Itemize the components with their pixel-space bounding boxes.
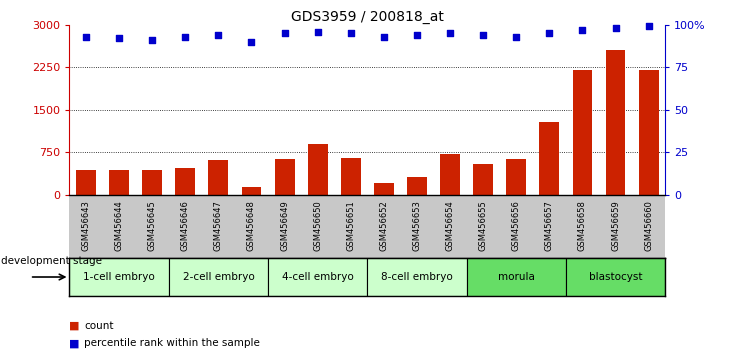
Bar bbox=[341, 159, 360, 195]
Bar bbox=[143, 170, 162, 195]
Text: GSM456653: GSM456653 bbox=[412, 200, 422, 251]
Bar bbox=[407, 177, 427, 195]
Point bbox=[213, 32, 224, 38]
Bar bbox=[76, 170, 96, 195]
Text: GSM456659: GSM456659 bbox=[611, 200, 620, 251]
Point bbox=[610, 25, 621, 31]
Text: 2-cell embryo: 2-cell embryo bbox=[183, 272, 254, 282]
Bar bbox=[109, 170, 129, 195]
Text: GSM456652: GSM456652 bbox=[379, 200, 388, 251]
Point bbox=[80, 34, 92, 40]
Point bbox=[510, 34, 522, 40]
Text: ■: ■ bbox=[69, 338, 80, 348]
Point bbox=[345, 30, 357, 36]
Text: GSM456654: GSM456654 bbox=[446, 200, 455, 251]
Bar bbox=[507, 159, 526, 195]
Bar bbox=[566, 258, 665, 296]
Text: GSM456655: GSM456655 bbox=[479, 200, 488, 251]
Text: GSM456650: GSM456650 bbox=[313, 200, 322, 251]
Point bbox=[577, 27, 588, 33]
Text: GSM456644: GSM456644 bbox=[115, 200, 124, 251]
Text: GSM456660: GSM456660 bbox=[644, 200, 654, 251]
Text: GSM456651: GSM456651 bbox=[346, 200, 355, 251]
Point bbox=[246, 39, 257, 45]
Text: GSM456656: GSM456656 bbox=[512, 200, 520, 251]
Bar bbox=[367, 258, 466, 296]
Text: GSM456647: GSM456647 bbox=[214, 200, 223, 251]
Bar bbox=[241, 187, 262, 195]
Text: blastocyst: blastocyst bbox=[588, 272, 643, 282]
Text: GSM456645: GSM456645 bbox=[148, 200, 156, 251]
Point bbox=[279, 30, 290, 36]
Bar bbox=[572, 70, 592, 195]
Bar bbox=[69, 258, 169, 296]
Text: development stage: development stage bbox=[1, 256, 102, 266]
Bar bbox=[268, 258, 367, 296]
Bar bbox=[374, 183, 394, 195]
Point bbox=[643, 24, 654, 29]
Text: GSM456648: GSM456648 bbox=[247, 200, 256, 251]
Text: GSM456658: GSM456658 bbox=[578, 200, 587, 251]
Bar bbox=[639, 70, 659, 195]
Text: 4-cell embryo: 4-cell embryo bbox=[282, 272, 354, 282]
Text: ■: ■ bbox=[69, 321, 80, 331]
Bar bbox=[275, 159, 295, 195]
Text: count: count bbox=[84, 321, 113, 331]
Bar bbox=[440, 154, 460, 195]
Text: morula: morula bbox=[498, 272, 534, 282]
Point bbox=[444, 30, 456, 36]
Bar bbox=[466, 258, 566, 296]
Point bbox=[312, 29, 324, 34]
Text: GSM456643: GSM456643 bbox=[81, 200, 91, 251]
Text: GSM456649: GSM456649 bbox=[280, 200, 289, 251]
Point bbox=[146, 37, 158, 43]
Text: 1-cell embryo: 1-cell embryo bbox=[83, 272, 155, 282]
Point bbox=[477, 32, 489, 38]
Point bbox=[378, 34, 390, 40]
Text: GSM456646: GSM456646 bbox=[181, 200, 190, 251]
Bar bbox=[539, 122, 559, 195]
Point bbox=[179, 34, 191, 40]
Text: 8-cell embryo: 8-cell embryo bbox=[381, 272, 452, 282]
Text: GSM456657: GSM456657 bbox=[545, 200, 554, 251]
Bar bbox=[175, 167, 195, 195]
Bar bbox=[208, 160, 228, 195]
Bar bbox=[169, 258, 268, 296]
Point bbox=[411, 32, 423, 38]
Point bbox=[113, 35, 125, 41]
Text: percentile rank within the sample: percentile rank within the sample bbox=[84, 338, 260, 348]
Bar bbox=[473, 164, 493, 195]
Bar bbox=[308, 144, 327, 195]
Bar bbox=[605, 50, 626, 195]
Title: GDS3959 / 200818_at: GDS3959 / 200818_at bbox=[291, 10, 444, 24]
Point bbox=[544, 30, 556, 36]
